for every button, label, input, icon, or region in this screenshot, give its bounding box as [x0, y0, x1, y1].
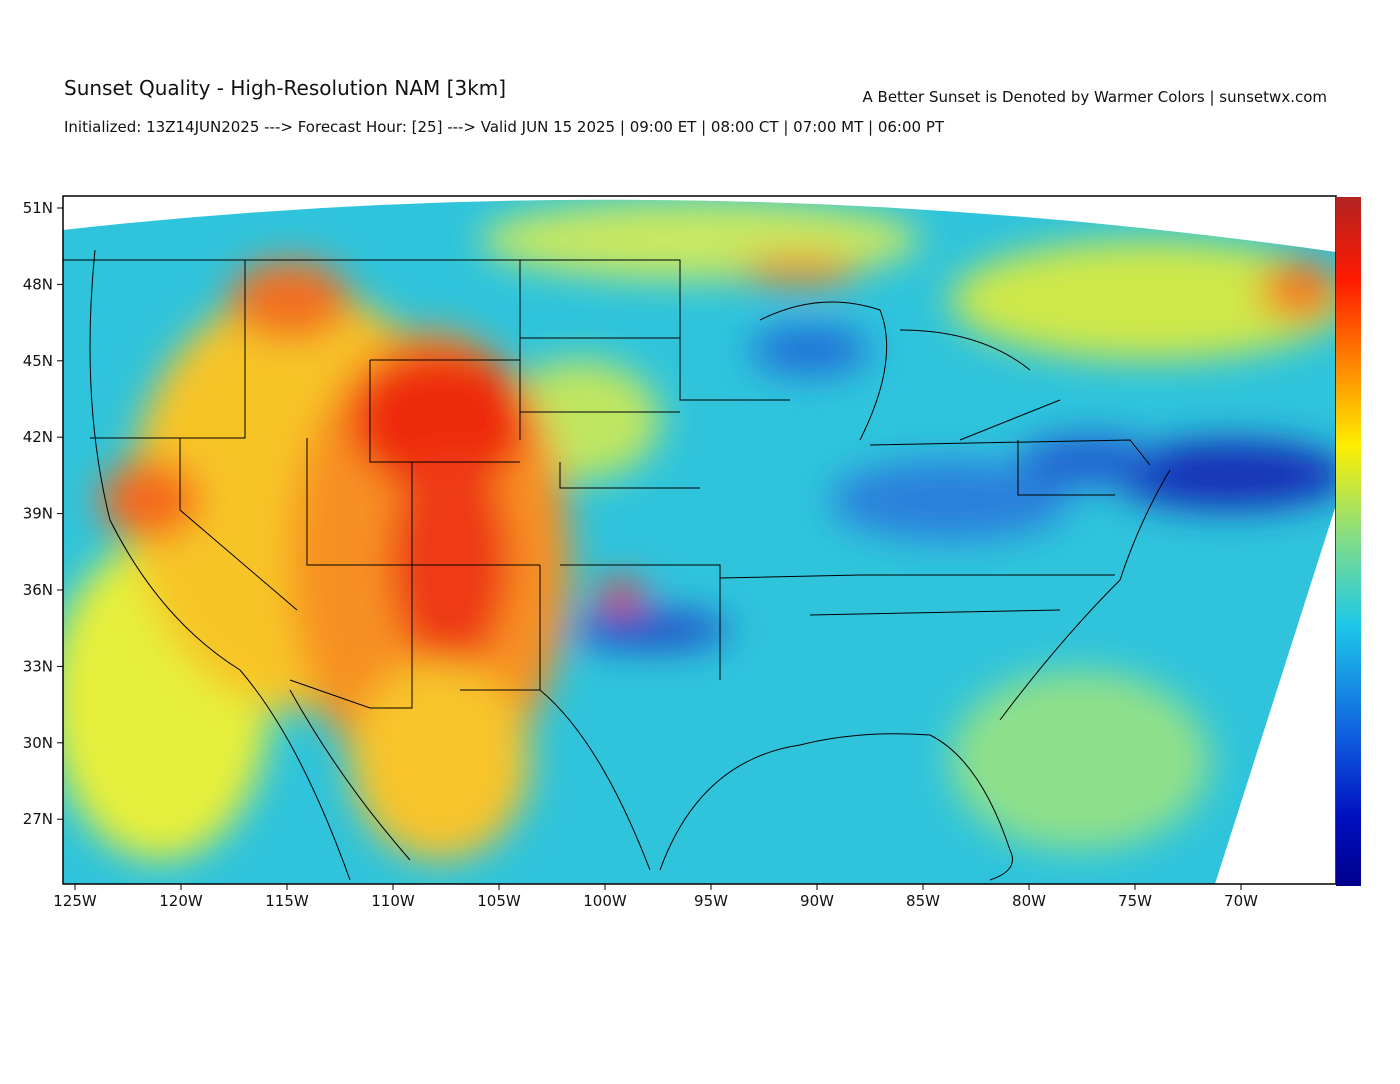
lat-label: 42N [23, 428, 53, 446]
note: A Better Sunset is Denoted by Warmer Col… [863, 88, 1328, 106]
lon-label: 90W [800, 892, 834, 910]
lat-label: 48N [23, 275, 53, 293]
lat-label: 39N [23, 505, 53, 523]
lat-label: 51N [23, 199, 53, 217]
lon-label: 125W [53, 892, 97, 910]
lon-label: 115W [265, 892, 309, 910]
forecast-field [63, 199, 1336, 884]
lon-label: 95W [694, 892, 728, 910]
axis-ticks: 51N 48N 45N 42N 39N 36N 33N 30N 27N 125W 120W 115W 1… [23, 199, 1258, 910]
lat-label: 30N [23, 734, 53, 752]
lon-label: 85W [906, 892, 940, 910]
lat-label: 33N [23, 657, 53, 675]
lat-label: 36N [23, 581, 53, 599]
lon-label: 110W [371, 892, 415, 910]
lat-label: 45N [23, 352, 53, 370]
lon-label: 120W [159, 892, 203, 910]
lat-label: 27N [23, 810, 53, 828]
lon-label: 100W [583, 892, 627, 910]
lon-label: 70W [1224, 892, 1258, 910]
lon-label: 80W [1012, 892, 1046, 910]
colorbar [1336, 197, 1361, 886]
lon-label: 75W [1118, 892, 1152, 910]
subtitle: Initialized: 13Z14JUN2025 ---> Forecast … [64, 118, 945, 136]
lon-label: 105W [477, 892, 521, 910]
title: Sunset Quality - High-Resolution NAM [3k… [64, 76, 506, 100]
